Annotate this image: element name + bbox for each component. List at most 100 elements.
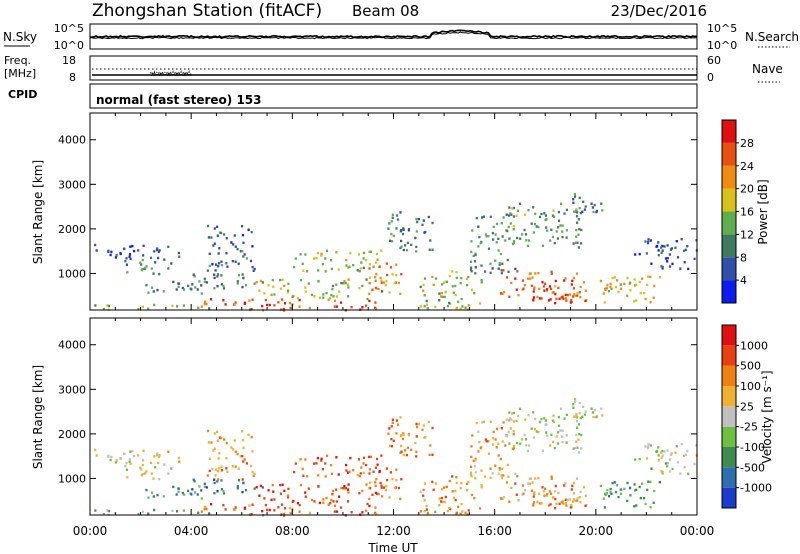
data-cell <box>196 288 199 291</box>
data-cell <box>390 445 394 448</box>
data-cell <box>501 440 504 443</box>
data-cell <box>356 269 359 272</box>
data-cell <box>563 279 566 282</box>
data-cell <box>241 233 245 237</box>
data-cell <box>225 442 228 445</box>
data-cell <box>234 465 237 468</box>
data-cell <box>507 214 511 217</box>
data-cell <box>301 262 304 266</box>
data-cell <box>500 476 503 480</box>
data-cell <box>649 506 652 509</box>
data-cell <box>532 501 536 504</box>
data-cell <box>335 283 338 286</box>
data-cell <box>533 287 536 290</box>
data-cell <box>368 455 371 459</box>
data-cell <box>271 483 274 487</box>
data-cell <box>296 296 299 300</box>
data-cell <box>158 249 161 252</box>
data-cell <box>647 238 650 241</box>
data-cell <box>378 265 381 269</box>
data-cell <box>365 483 368 486</box>
data-cell <box>535 430 538 433</box>
data-cell <box>661 472 664 475</box>
data-cell <box>546 493 549 496</box>
data-cell <box>427 215 430 219</box>
colorbar-segment <box>722 386 736 407</box>
data-cell <box>575 477 579 480</box>
data-cell <box>502 216 505 219</box>
data-cell <box>575 272 579 275</box>
data-cell <box>599 484 602 488</box>
data-cell <box>299 458 302 461</box>
data-cell <box>339 301 343 304</box>
colorbar-segment <box>722 487 736 508</box>
data-cell <box>272 490 275 493</box>
data-cell <box>211 263 214 266</box>
data-cell <box>561 501 564 504</box>
data-cell <box>610 492 613 495</box>
data-cell <box>474 252 477 255</box>
data-cell <box>107 250 110 253</box>
data-cell <box>399 435 402 438</box>
data-cell <box>422 219 425 222</box>
data-cell <box>422 283 425 287</box>
data-cell <box>225 467 228 470</box>
data-cell <box>584 494 587 497</box>
colorbar-tick-label: 8 <box>740 251 747 264</box>
data-cell <box>448 479 451 483</box>
data-cell <box>415 435 418 438</box>
data-cell <box>330 293 333 297</box>
data-cell <box>528 239 531 242</box>
data-cell <box>525 239 528 242</box>
data-cell <box>592 415 595 419</box>
data-cell <box>369 276 372 279</box>
data-cell <box>405 453 408 457</box>
data-cell <box>352 469 355 472</box>
data-cell <box>142 254 145 257</box>
beam-label: Beam 08 <box>352 2 419 20</box>
data-cell <box>210 298 213 301</box>
colorbar-tick-label: 16 <box>740 206 754 219</box>
data-cell <box>575 208 578 211</box>
data-cell <box>534 477 537 480</box>
data-cell <box>320 254 323 257</box>
data-cell <box>546 229 549 232</box>
data-cell <box>204 300 207 304</box>
data-cell <box>390 232 393 236</box>
nsearch-label: N.Search <box>745 30 799 44</box>
data-cell <box>512 411 515 415</box>
data-cell <box>325 249 329 252</box>
data-cell <box>259 279 262 283</box>
data-cell <box>533 492 536 495</box>
data-cell <box>389 266 392 269</box>
data-cell <box>469 268 473 271</box>
data-cell <box>313 257 316 260</box>
data-cell <box>250 308 253 311</box>
data-cell <box>578 411 581 415</box>
data-cell <box>551 419 554 422</box>
data-cell <box>322 293 325 296</box>
data-cell <box>251 245 254 248</box>
data-cell <box>501 262 504 265</box>
data-cell <box>502 474 505 477</box>
data-cell <box>419 285 422 289</box>
data-cell <box>531 481 534 484</box>
data-cell <box>593 408 596 412</box>
nave-dip-trace <box>150 70 192 78</box>
data-cell <box>497 237 500 240</box>
data-cell <box>626 294 629 298</box>
data-cell <box>225 262 228 265</box>
data-cell <box>177 251 180 255</box>
data-cell <box>385 484 388 488</box>
data-cell <box>368 468 371 471</box>
data-cell <box>115 459 118 462</box>
data-cell <box>220 488 223 491</box>
data-cell <box>661 267 664 270</box>
data-cell <box>571 279 574 283</box>
power-data-cells <box>94 192 698 312</box>
data-cell <box>419 490 422 494</box>
data-cell <box>131 244 134 248</box>
data-cell <box>141 258 144 262</box>
data-cell <box>434 510 437 514</box>
data-cell <box>242 446 245 449</box>
